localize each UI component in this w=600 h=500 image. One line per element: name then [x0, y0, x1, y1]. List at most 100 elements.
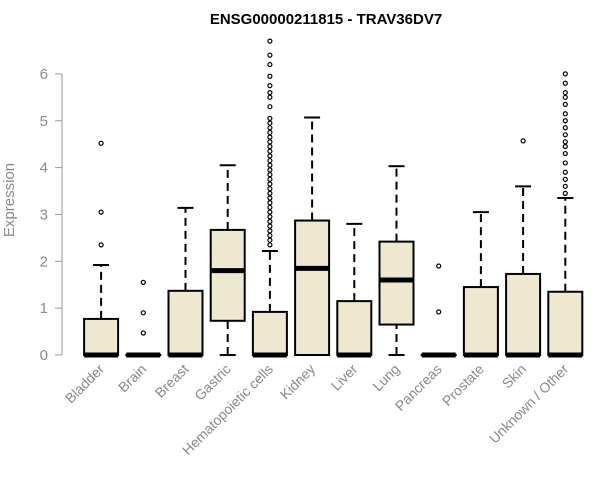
outlier-point [267, 143, 273, 150]
box-pancreas [420, 263, 457, 358]
outlier-point [267, 186, 273, 192]
outlier-point [267, 237, 273, 243]
y-tick-label: 3 [40, 206, 48, 223]
outlier-point [267, 232, 273, 239]
outlier-point [267, 134, 273, 140]
outlier-point [267, 61, 273, 68]
y-axis: 0 1 2 3 4 5 6 [40, 66, 63, 364]
outlier-point [267, 200, 273, 206]
outlier-point [267, 94, 273, 100]
outlier-point [267, 167, 273, 173]
outlier-point [562, 150, 568, 157]
outlier-point [267, 125, 273, 131]
iqr-box [547, 290, 584, 357]
outlier-point [267, 195, 273, 201]
outlier-point [562, 160, 568, 166]
iqr-box [251, 310, 288, 357]
outlier-point [267, 90, 273, 96]
outlier-point [267, 228, 273, 234]
outlier-point [267, 242, 273, 248]
iqr-box [378, 240, 415, 326]
outlier-point [267, 157, 273, 164]
outlier-point [267, 223, 273, 229]
iqr-box [336, 300, 373, 356]
iqr-box [83, 317, 120, 357]
outlier-point [562, 118, 568, 124]
iqr-box [209, 228, 246, 322]
outlier-point [267, 162, 273, 168]
y-tick-label: 4 [40, 160, 48, 177]
outlier-point [562, 183, 568, 189]
outlier-point [98, 242, 104, 248]
box-liver [336, 222, 373, 358]
iqr-box [462, 286, 499, 357]
chart-title: ENSG00000211815 - TRAV36DV7 [210, 11, 442, 28]
iqr-box [167, 289, 204, 356]
box-skin [505, 138, 542, 358]
box-unknown-other [547, 71, 584, 358]
x-tick-label: Prostate [439, 361, 487, 409]
x-tick-label: Kidney [277, 361, 319, 403]
outlier-point [562, 176, 568, 182]
x-tick-label: Brain [115, 361, 149, 395]
y-tick-label: 0 [40, 347, 48, 364]
outlier-point [562, 111, 568, 117]
outlier-point [562, 71, 568, 77]
outlier-point [562, 190, 568, 196]
outlier-point [267, 52, 273, 58]
box-lung [378, 165, 415, 356]
outlier-point [267, 172, 273, 178]
outlier-point [267, 181, 273, 187]
outlier-point [562, 132, 568, 138]
outlier-point [562, 90, 568, 96]
outlier-point [267, 176, 273, 182]
y-tick-label: 2 [40, 253, 48, 270]
x-tick-label: Breast [152, 361, 192, 401]
y-tick-label: 6 [40, 66, 48, 83]
outlier-point [140, 279, 146, 285]
outlier-point [267, 139, 273, 145]
y-axis-label: Expression [1, 163, 18, 237]
iqr-box [505, 272, 542, 356]
box-hematopoietic-cells [251, 38, 288, 358]
outlier-point [140, 330, 146, 336]
y-tick-label: 5 [40, 113, 48, 130]
outlier-point [98, 209, 104, 215]
iqr-box [294, 219, 331, 356]
outlier-point [267, 153, 273, 159]
boxes-group [83, 38, 584, 358]
outlier-point [562, 139, 568, 145]
outlier-point [562, 125, 568, 131]
x-tick-label: Pancreas [392, 361, 445, 414]
box-kidney [294, 116, 331, 356]
box-prostate [462, 211, 499, 358]
outlier-point [562, 143, 568, 150]
outlier-point [267, 214, 273, 220]
box-breast [167, 206, 204, 358]
outlier-point [267, 83, 273, 89]
outlier-point [267, 73, 273, 79]
y-tick-label: 1 [40, 300, 48, 317]
box-bladder [83, 140, 120, 358]
outlier-point [436, 263, 442, 269]
outlier-point [267, 209, 273, 215]
x-tick-label: Lung [369, 361, 402, 394]
outlier-point [267, 104, 273, 110]
outlier-point [267, 218, 273, 225]
outlier-point [140, 310, 146, 316]
outlier-point [267, 148, 273, 154]
outlier-point [436, 309, 442, 315]
outlier-point [562, 80, 568, 86]
x-tick-label: Liver [328, 361, 361, 394]
outlier-point [267, 120, 273, 126]
outlier-point [267, 115, 273, 122]
outlier-point [562, 101, 568, 107]
outlier-point [267, 129, 273, 136]
outlier-point [562, 94, 568, 100]
outlier-point [520, 138, 526, 144]
outlier-point [267, 38, 273, 44]
x-tick-label: Bladder [62, 361, 108, 407]
x-tick-label: Unknown / Other [486, 361, 572, 447]
